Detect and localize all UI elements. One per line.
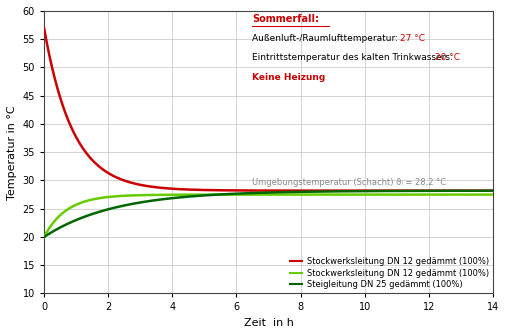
Legend: Stockwerksleitung DN 12 gedämmt (100%), Stockwerksleitung DN 12 gedämmt (100%), : Stockwerksleitung DN 12 gedämmt (100%), …: [289, 257, 488, 289]
Text: Sommerfall:: Sommerfall:: [252, 14, 319, 24]
X-axis label: Zeit  in h: Zeit in h: [243, 318, 293, 328]
Text: Eintrittstemperatur des kalten Trinkwassers:: Eintrittstemperatur des kalten Trinkwass…: [252, 53, 456, 62]
Text: Umgebungstemperatur (Schacht) ϑₗ = 28,2 °C: Umgebungstemperatur (Schacht) ϑₗ = 28,2 …: [252, 178, 446, 187]
Text: 27 °C: 27 °C: [399, 34, 424, 43]
Y-axis label: Temperatur in °C: Temperatur in °C: [7, 105, 17, 200]
Text: Außenluft-/Raumlufttemperatur:: Außenluft-/Raumlufttemperatur:: [252, 34, 403, 43]
Text: Keine Heizung: Keine Heizung: [252, 73, 325, 82]
Text: 20 °C: 20 °C: [434, 53, 460, 62]
